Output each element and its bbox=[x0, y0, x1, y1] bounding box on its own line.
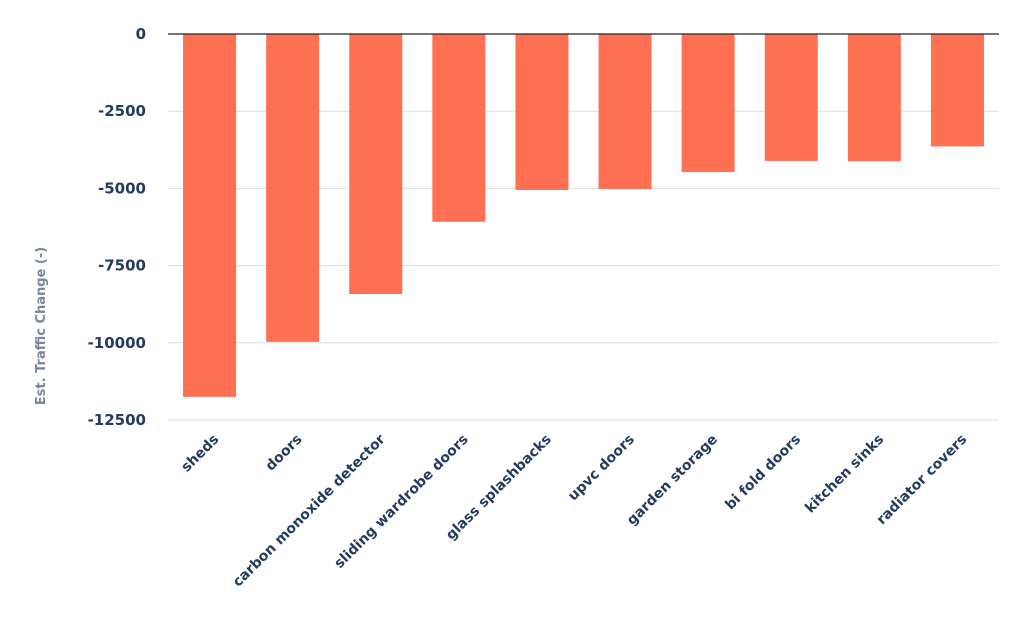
y-tick-label: 0 bbox=[136, 25, 146, 43]
bar bbox=[183, 34, 237, 397]
y-tick-label: -7500 bbox=[98, 257, 146, 275]
x-tick-label: upvc doors bbox=[565, 432, 638, 505]
bar bbox=[598, 34, 652, 190]
y-tick-label: -10000 bbox=[88, 334, 146, 352]
bar bbox=[349, 34, 403, 295]
bar bbox=[764, 34, 818, 161]
x-tick-label: radiator covers bbox=[874, 432, 971, 529]
y-tick-label: -5000 bbox=[98, 179, 146, 197]
x-tick-label: bi fold doors bbox=[722, 432, 804, 514]
bar-series bbox=[183, 34, 984, 397]
bar bbox=[266, 34, 320, 342]
x-tick-label: kitchen sinks bbox=[802, 432, 887, 517]
y-tick-label: -12500 bbox=[88, 411, 146, 429]
bar bbox=[847, 34, 901, 162]
y-tick-label: -2500 bbox=[98, 102, 146, 120]
bar bbox=[432, 34, 486, 222]
x-tick-label: sliding wardrobe doors bbox=[331, 432, 471, 572]
bar bbox=[930, 34, 984, 147]
bar bbox=[515, 34, 569, 190]
y-axis-ticks: 0 -2500 -5000 -7500 -10000 -12500 bbox=[88, 25, 146, 429]
x-tick-label: carbon monoxide detector bbox=[230, 431, 389, 590]
y-axis-label: Est. Traffic Change (-) bbox=[34, 247, 49, 405]
bar bbox=[681, 34, 735, 173]
x-tick-label: sheds bbox=[178, 432, 222, 476]
x-tick-label: garden storage bbox=[624, 432, 721, 529]
x-tick-label: doors bbox=[263, 432, 306, 475]
